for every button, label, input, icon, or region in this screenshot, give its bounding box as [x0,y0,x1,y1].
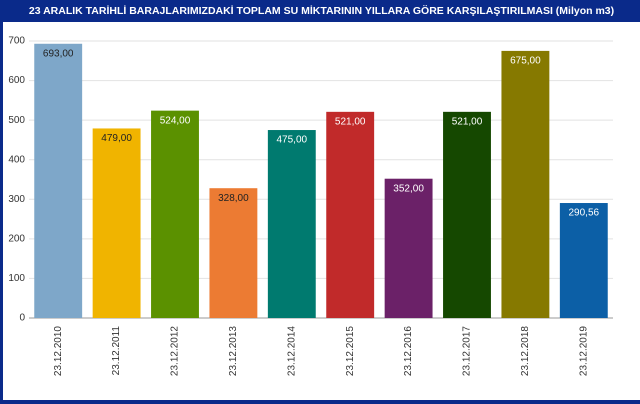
y-tick-label: 500 [8,115,25,126]
value-label: 693,00 [43,48,74,59]
value-label: 521,00 [452,116,483,127]
x-tick-label: 23.12.2017 [462,326,473,376]
value-label: 352,00 [393,183,424,194]
x-tick-label: 23.12.2019 [578,326,589,376]
x-tick-label: 23.12.2011 [111,326,122,376]
bar [267,130,316,318]
chart-title: 23 ARALIK TARİHLİ BARAJLARIMIZDAKİ TOPLA… [3,0,640,22]
x-tick-label: 23.12.2016 [403,326,414,376]
bar [443,111,491,318]
bar [209,188,258,318]
value-label: 290,56 [569,208,600,219]
value-label: 475,00 [277,135,308,146]
y-tick-label: 300 [8,194,25,205]
bar [151,110,199,318]
value-label: 675,00 [510,56,541,67]
x-tick-label: 23.12.2012 [170,326,181,376]
value-label: 524,00 [160,115,191,126]
bar [34,43,83,319]
y-tick-label: 100 [8,273,25,284]
bar [326,111,375,318]
y-tick-label: 400 [8,154,25,165]
y-tick-label: 200 [8,233,25,244]
bar [501,50,550,319]
y-tick-label: 600 [8,75,25,86]
value-label: 521,00 [335,116,366,127]
value-label: 328,00 [218,193,249,204]
y-tick-label: 0 [19,313,25,324]
value-label: 479,00 [101,133,132,144]
y-tick-label: 700 [8,36,25,47]
x-tick-label: 23.12.2013 [228,326,239,376]
bar [92,128,141,318]
x-tick-label: 23.12.2010 [53,326,64,376]
x-tick-label: 23.12.2015 [345,326,356,376]
chart: 0 100 200 300 400 500 600 700 23.12.2010 693,00 23… [8,36,613,376]
x-tick-label: 23.12.2018 [520,326,531,376]
bar [384,178,433,318]
bar [559,203,608,318]
x-tick-label: 23.12.2014 [286,326,297,376]
